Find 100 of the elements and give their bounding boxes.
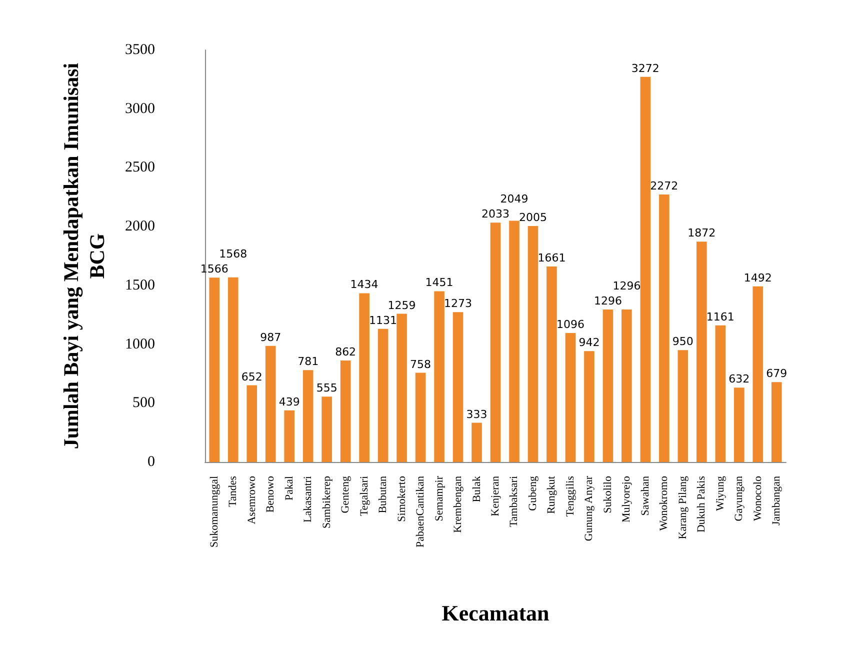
bar	[715, 325, 726, 462]
data-label: 1096	[556, 318, 584, 331]
data-label: 1161	[706, 310, 734, 324]
data-label: 439	[278, 395, 300, 408]
x-tick-label: Pakal	[283, 476, 296, 500]
data-label: 2005	[518, 210, 547, 224]
x-tick-label: Sawahan	[639, 476, 652, 516]
y-tick-label: 2500	[125, 160, 155, 176]
bar	[378, 328, 388, 462]
bar	[359, 293, 370, 462]
data-label: 1661	[538, 251, 566, 264]
x-tick-label: Gubeng	[526, 476, 539, 511]
bar	[322, 396, 332, 462]
bar	[622, 309, 632, 462]
bar	[452, 312, 464, 462]
y-tick-label: 2000	[125, 218, 155, 235]
bar	[546, 266, 557, 462]
data-label: 942	[578, 336, 600, 350]
y-tick-label: 1000	[125, 336, 155, 352]
bar	[302, 370, 314, 462]
x-tick-label: Kenjeran	[490, 476, 502, 516]
y-tick-label: 1500	[125, 277, 155, 294]
x-tick-label: Bulak	[470, 476, 483, 502]
data-label: 950	[672, 335, 694, 348]
bar	[396, 314, 407, 462]
bar	[490, 222, 501, 462]
data-label: 2033	[482, 208, 510, 221]
x-tick-label: Wonocolo	[752, 476, 764, 521]
x-tick-label: Sukolilo	[602, 476, 614, 514]
data-label: 781	[298, 355, 319, 368]
y-tick-label: 3000	[125, 100, 155, 117]
y-tick-label: 500	[132, 395, 155, 412]
data-label: 1434	[350, 278, 378, 292]
data-label: 1451	[425, 276, 454, 290]
bar	[752, 286, 764, 462]
x-tick-label: Benowo	[264, 476, 277, 513]
x-tick-label: Wonokromo	[658, 476, 670, 531]
x-tick-label: Gunung Anyar	[583, 476, 596, 542]
data-label: 1492	[744, 271, 772, 284]
x-axis-title: Kecamatan	[442, 600, 550, 626]
x-tick-label: Tenggilis	[564, 476, 576, 517]
bar	[584, 351, 594, 462]
bar	[509, 220, 520, 462]
x-tick-label: Semampir	[433, 476, 446, 522]
x-tick-label: Dukuh Pakis	[696, 476, 708, 533]
x-tick-label: Genteng	[340, 476, 352, 514]
bar	[415, 372, 426, 462]
data-label: 1872	[688, 226, 716, 240]
bar	[265, 346, 276, 462]
x-tick-label: Simokerto	[396, 476, 408, 522]
x-tick-label: Asemrowo	[246, 476, 258, 524]
data-label: 652	[241, 370, 262, 384]
data-label: 2272	[650, 180, 678, 193]
y-tick-label: 0	[148, 454, 155, 470]
data-label: 1131	[369, 314, 398, 327]
bar	[696, 242, 707, 462]
bar	[434, 291, 444, 462]
x-tick-label: Lakasantri	[302, 476, 314, 522]
data-label: 679	[766, 367, 788, 380]
data-label: 1296	[612, 279, 641, 292]
data-label: 3272	[631, 62, 660, 75]
data-label: 862	[335, 346, 356, 359]
bar	[246, 385, 258, 462]
data-label: 333	[466, 408, 488, 421]
bar	[284, 410, 294, 462]
bar	[659, 194, 670, 462]
x-tick-label: Gayungan	[733, 476, 746, 522]
bar	[771, 382, 782, 462]
y-tick-label: 3500	[125, 42, 155, 58]
x-tick-label: Tegalsari	[358, 476, 370, 516]
y-axis-title: Jumlah Bayi yang Mendapatkan Imunisasi BCG	[59, 62, 109, 450]
data-label: 1566	[200, 262, 228, 276]
bar	[472, 422, 482, 462]
x-tick-label: Tandes	[227, 476, 240, 507]
x-tick-label: Wiyung	[714, 476, 726, 511]
data-label: 632	[728, 372, 750, 386]
x-tick-label: Jambangan	[770, 476, 783, 526]
x-tick-label: Krembengan	[452, 476, 464, 533]
x-tick-label: Mulyorejo	[620, 476, 633, 522]
bar	[228, 277, 238, 462]
data-label: 1296	[594, 294, 622, 308]
x-tick-label: PabaenCantikan	[414, 476, 427, 548]
bar	[209, 278, 220, 462]
bar	[565, 332, 576, 462]
x-tick-label: Sukomanunggal	[208, 476, 220, 548]
data-label: 555	[316, 382, 338, 395]
data-label: 987	[260, 330, 282, 344]
bar	[640, 76, 651, 462]
bar	[734, 388, 744, 462]
data-label: 758	[410, 358, 432, 371]
data-label: 1259	[388, 298, 416, 312]
x-tick-label: Bubutan	[377, 476, 390, 514]
x-tick-label: Tambaksari	[508, 476, 520, 528]
data-label: 2049	[500, 192, 528, 206]
data-label: 1273	[444, 297, 472, 310]
bar	[340, 360, 351, 462]
bar	[678, 350, 688, 462]
bar	[602, 309, 614, 462]
bar	[528, 226, 538, 462]
x-tick-label: Karang Pilang	[676, 476, 689, 540]
